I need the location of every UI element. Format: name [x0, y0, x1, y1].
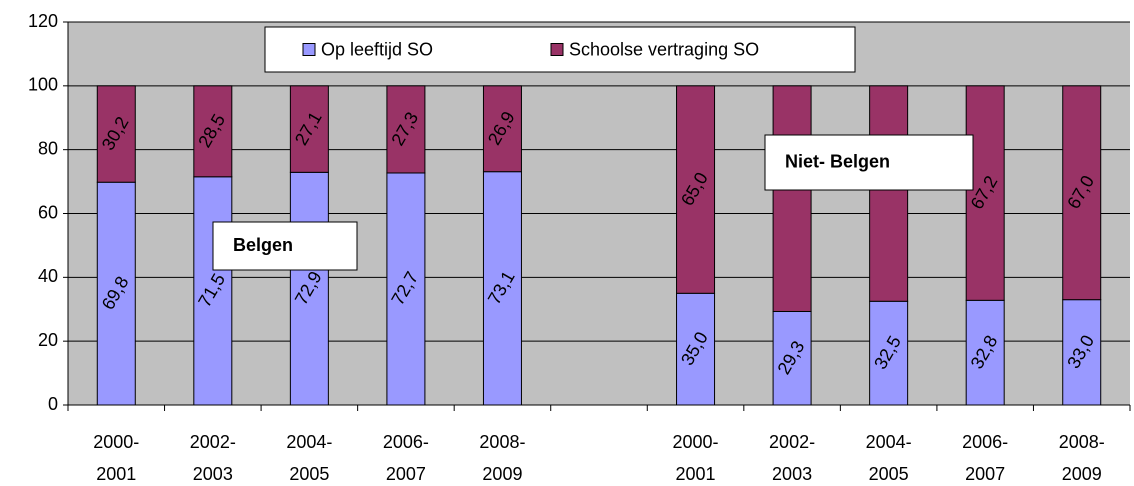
bar-segment: [386, 85, 426, 174]
bar-segment: [1062, 299, 1102, 406]
bar-segment: [869, 300, 909, 406]
y-tick-label: 120: [28, 11, 58, 31]
bar-segment: [965, 299, 1005, 406]
bar-segment: [676, 85, 716, 294]
bar-segment: [96, 181, 136, 406]
bar-segment: [193, 176, 233, 406]
bar-segment: [869, 85, 909, 302]
x-tick-label: 2004- 2005: [865, 432, 912, 484]
bar-segment: [1062, 85, 1102, 301]
bar-segment: [676, 292, 716, 406]
x-tick-label: 2002- 2003: [189, 432, 236, 484]
x-tick-label: 2008- 2009: [1058, 432, 1105, 484]
bar-segment: [965, 85, 1005, 301]
bar-segment: [482, 85, 522, 173]
bar-segment: [289, 85, 329, 173]
y-tick-label: 100: [28, 75, 58, 95]
x-tick-label: 2008- 2009: [479, 432, 526, 484]
bar-segment: [96, 85, 136, 183]
x-tick-label: 2000- 2001: [93, 432, 140, 484]
bar-segment: [482, 171, 522, 406]
annotation: Belgen: [233, 235, 293, 255]
y-tick-label: 60: [38, 202, 58, 222]
y-tick-label: 20: [38, 330, 58, 350]
bar-segment: [386, 172, 426, 406]
x-tick-label: 2006- 2007: [382, 432, 429, 484]
x-tick-label: 2006- 2007: [962, 432, 1009, 484]
x-tick-label: 2004- 2005: [286, 432, 333, 484]
y-tick-label: 80: [38, 138, 58, 158]
legend-swatch: [302, 43, 316, 56]
annotation-box: [764, 134, 974, 191]
annotation: Niet- Belgen: [785, 151, 890, 171]
x-tick-label: 2000- 2001: [672, 432, 719, 484]
x-tick-label: 2002- 2003: [769, 432, 816, 484]
bar-segment: [193, 85, 233, 178]
legend-swatch: [550, 43, 564, 56]
annotation-box: [212, 221, 358, 271]
bar-segment: [772, 85, 812, 312]
legend-label: Op leeftijd SO: [321, 39, 433, 59]
legend-label: Schoolse vertraging SO: [569, 39, 759, 59]
y-tick-label: 0: [48, 394, 58, 414]
y-tick-label: 40: [38, 266, 58, 286]
bar-segment: [772, 310, 812, 406]
bar-segment: [289, 171, 329, 406]
